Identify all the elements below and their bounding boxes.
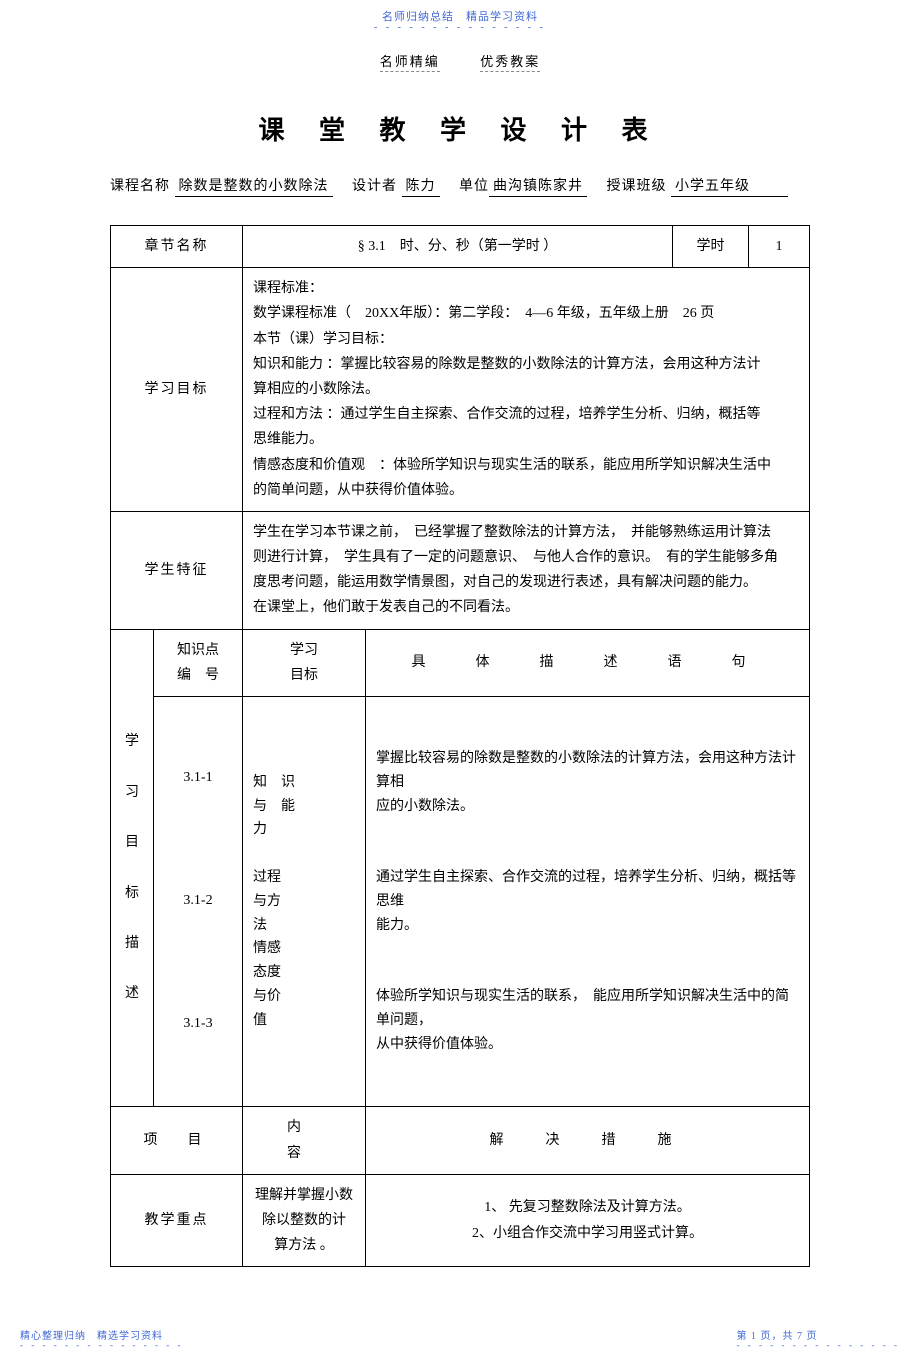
- hours-label: 学时: [673, 226, 749, 268]
- kp-id-label: 知识点 编 号: [154, 629, 243, 696]
- unit-value: 曲沟镇陈家井: [489, 179, 587, 197]
- learn-content-row: 3.1-1 3.1-2 3.1-3 知 识 与 能 力 过程 与方 法 情感 态…: [111, 697, 810, 1107]
- top-header-dots: - - - - - - - - - - - - - - -: [0, 22, 920, 33]
- chapter-content: § 3.1 时、分、秒（第一学时 ）: [243, 226, 673, 268]
- footer: 精心整理归纳 精选学习资料 - - - - - - - - - - - - - …: [20, 1327, 900, 1350]
- focus-content: 理解并掌握小数除以整数的计 算方法 。: [243, 1174, 366, 1267]
- footer-right-wrap: 第 1 页，共 7 页 - - - - - - - - - - - - - - …: [737, 1327, 900, 1350]
- sub-header-left: 名师精编: [380, 54, 440, 72]
- designer-label: 设计者: [352, 179, 397, 194]
- student-content: 学生在学习本节课之前， 已经掌握了整数除法的计算方法， 并能够熟练运用计算法 则…: [243, 511, 810, 629]
- focus-row: 教学重点 理解并掌握小数除以整数的计 算方法 。 1、 先复习整数除法及计算方法…: [111, 1174, 810, 1267]
- learn-descs: 掌握比较容易的除数是整数的小数除法的计算方法，会用这种方法计算相 应的小数除法。…: [366, 697, 810, 1107]
- kp-ids: 3.1-1 3.1-2 3.1-3: [154, 697, 243, 1107]
- course-value: 除数是整数的小数除法: [175, 179, 333, 197]
- designer-value: 陈力: [402, 179, 440, 197]
- hours-value: 1: [749, 226, 810, 268]
- focus-label: 教学重点: [111, 1174, 243, 1267]
- learn-types: 知 识 与 能 力 过程 与方 法 情感 态度 与价 值: [243, 697, 366, 1107]
- learn-vertical-label: 学 习 目 标 描 述: [111, 629, 154, 1107]
- sub-header-right: 优秀教案: [480, 54, 540, 72]
- project-header-row: 项 目 内 容 解 决 措 施: [111, 1107, 810, 1174]
- goals-label: 学习目标: [111, 268, 243, 512]
- focus-measures: 1、 先复习整数除法及计算方法。 2、小组合作交流中学习用竖式计算。: [366, 1174, 810, 1267]
- project-label: 项 目: [111, 1107, 243, 1174]
- student-label: 学生特征: [111, 511, 243, 629]
- content-header: 内 容: [243, 1107, 366, 1174]
- unit-label: 单位: [459, 179, 489, 194]
- course-label: 课程名称: [110, 179, 170, 194]
- class-label: 授课班级: [607, 179, 667, 194]
- footer-left-dots: - - - - - - - - - - - - - - -: [20, 1340, 183, 1350]
- chapter-row: 章节名称 § 3.1 时、分、秒（第一学时 ） 学时 1: [111, 226, 810, 268]
- learn-goal-label: 学习 目标: [243, 629, 366, 696]
- class-value: 小学五年级: [671, 179, 788, 197]
- measures-header: 解 决 措 施: [366, 1107, 810, 1174]
- goals-content: 课程标准： 数学课程标准（ 20XX年版）：第二学段： 4—6 年级，五年级上册…: [243, 268, 810, 512]
- meta-line: 课程名称 除数是整数的小数除法 设计者 陈力 单位曲沟镇陈家井 授课班级 小学五…: [110, 175, 810, 195]
- chapter-label: 章节名称: [111, 226, 243, 268]
- student-row: 学生特征 学生在学习本节课之前， 已经掌握了整数除法的计算方法， 并能够熟练运用…: [111, 511, 810, 629]
- goals-row: 学习目标 课程标准： 数学课程标准（ 20XX年版）：第二学段： 4—6 年级，…: [111, 268, 810, 512]
- footer-right-dots: - - - - - - - - - - - - - - -: [737, 1340, 900, 1350]
- main-table: 章节名称 § 3.1 时、分、秒（第一学时 ） 学时 1 学习目标 课程标准： …: [110, 225, 810, 1267]
- learn-header-row: 学 习 目 标 描 述 知识点 编 号 学习 目标 具 体 描 述 语 句: [111, 629, 810, 696]
- page-title: 课 堂 教 学 设 计 表: [0, 110, 920, 147]
- sub-header: 名师精编 优秀教案: [0, 51, 920, 70]
- page: 名师归纳总结 精品学习资料 - - - - - - - - - - - - - …: [0, 0, 920, 1350]
- footer-left-wrap: 精心整理归纳 精选学习资料 - - - - - - - - - - - - - …: [20, 1327, 183, 1350]
- desc-header: 具 体 描 述 语 句: [366, 629, 810, 696]
